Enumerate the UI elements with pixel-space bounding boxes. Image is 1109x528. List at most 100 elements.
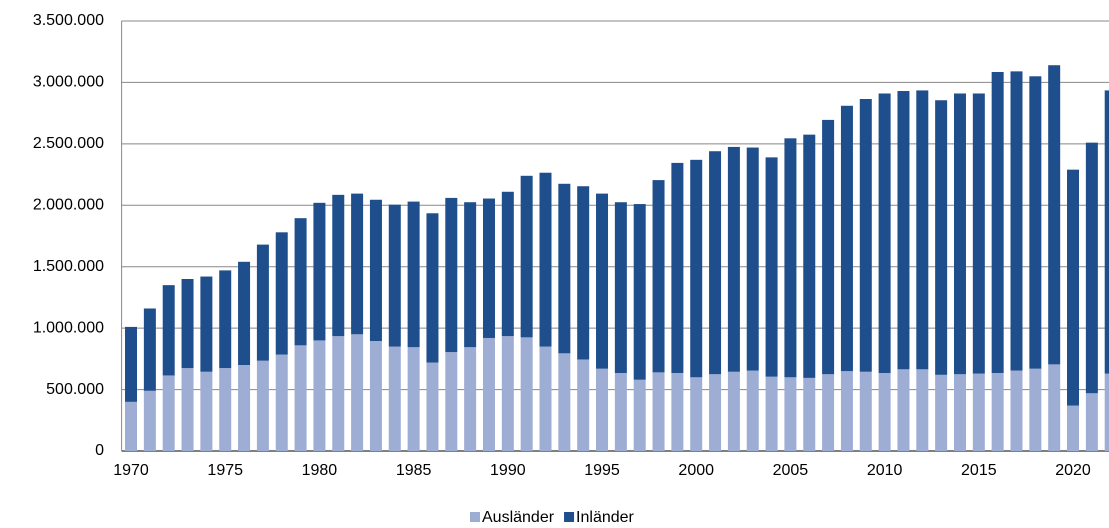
bar-segment: [200, 371, 213, 451]
bar-segment: [1067, 169, 1080, 406]
bar-segment: [332, 336, 345, 451]
bar-segment: [633, 379, 646, 451]
bar-segment: [1010, 370, 1023, 451]
bar-segment: [407, 201, 420, 348]
bar-segment: [351, 193, 364, 335]
bar-segment: [351, 334, 364, 451]
bar-segment: [520, 175, 533, 338]
x-tick-label: 1980: [302, 462, 338, 479]
x-tick-label: 1990: [490, 462, 526, 479]
bar-segment: [275, 354, 288, 451]
bar-segment: [633, 204, 646, 380]
bar-segment: [1048, 65, 1061, 365]
legend-label: Inländer: [576, 509, 634, 526]
bar-segment: [426, 362, 439, 451]
bar-segment: [275, 232, 288, 355]
y-tick-label: 3.500.000: [33, 12, 104, 29]
bar-segment: [596, 193, 609, 369]
bar-segment: [313, 340, 326, 451]
bar-segment: [577, 186, 590, 360]
bar-segment: [840, 371, 853, 451]
bar-segment: [709, 151, 722, 375]
bar-segment: [464, 347, 477, 451]
bar-segment: [878, 372, 891, 451]
bar-segment: [972, 93, 985, 374]
bar-segment: [1029, 76, 1042, 369]
bar-segment: [256, 244, 269, 361]
bar-segment: [464, 202, 477, 348]
bar-segment: [953, 374, 966, 451]
bar-segment: [332, 194, 345, 337]
bar-segment: [539, 172, 552, 347]
y-tick-label: 0: [95, 442, 104, 459]
bar-segment: [822, 374, 835, 451]
bar-segment: [671, 372, 684, 451]
x-tick-label: 1970: [113, 462, 149, 479]
bar-segment: [294, 345, 307, 451]
bar-segment: [482, 198, 495, 338]
bar-segment: [746, 370, 759, 451]
x-tick-label: 2020: [1055, 462, 1091, 479]
bar-segment: [916, 369, 929, 451]
bar-segment: [445, 352, 458, 451]
bar-segment: [803, 134, 816, 378]
bar-segment: [125, 326, 138, 402]
bar-segment: [1029, 368, 1042, 451]
bar-segment: [1085, 142, 1098, 394]
bar-segment: [558, 183, 571, 354]
x-tick-label: 2015: [961, 462, 997, 479]
bar-segment: [501, 336, 514, 451]
x-tick-label: 2005: [773, 462, 809, 479]
bar-segment: [238, 261, 251, 365]
bar-segment: [822, 119, 835, 375]
y-tick-label: 2.000.000: [33, 197, 104, 214]
bar-segment: [652, 180, 665, 373]
bar-segment: [238, 365, 251, 451]
bar-segment: [1104, 90, 1109, 374]
legend-label: Ausländer: [482, 509, 555, 526]
bar-segment: [746, 147, 759, 371]
bar-segment: [784, 377, 797, 451]
x-tick-label: 2010: [867, 462, 903, 479]
bar-segment: [539, 346, 552, 451]
bar-segment: [162, 285, 175, 376]
bar-segment: [953, 93, 966, 375]
bar-segment: [765, 157, 778, 377]
y-tick-label: 1.500.000: [33, 258, 104, 275]
x-tick-label: 1985: [396, 462, 432, 479]
bar-segment: [313, 202, 326, 341]
legend-swatch: [564, 512, 575, 522]
bar-segment: [690, 377, 703, 451]
bar-segment: [614, 372, 627, 451]
bar-segment: [369, 341, 382, 451]
bar-segment: [501, 191, 514, 337]
bar-segment: [200, 276, 213, 372]
bar-segment: [991, 372, 1004, 451]
bar-segment: [671, 162, 684, 373]
legend-swatch: [470, 512, 480, 522]
bar-segment: [520, 337, 533, 451]
y-tick-label: 500.000: [46, 381, 104, 398]
bar-segment: [256, 360, 269, 451]
bar-segment: [181, 279, 194, 369]
bar-segment: [143, 390, 156, 451]
bar-segment: [727, 146, 740, 372]
bar-segment: [596, 368, 609, 451]
bar-segment: [840, 105, 853, 372]
bar-segment: [897, 369, 910, 451]
bar-segment: [1104, 373, 1109, 451]
bar-segment: [935, 100, 948, 375]
y-tick-label: 2.500.000: [33, 135, 104, 152]
bar-segment: [765, 376, 778, 451]
bar-segment: [294, 218, 307, 346]
bar-segment: [690, 159, 703, 378]
bar-segment: [859, 371, 872, 451]
bar-segment: [614, 202, 627, 373]
bar-segment: [897, 91, 910, 370]
bar-segment: [972, 373, 985, 451]
bar-segment: [219, 270, 232, 369]
bar-segment: [709, 374, 722, 451]
bar-segment: [935, 374, 948, 451]
